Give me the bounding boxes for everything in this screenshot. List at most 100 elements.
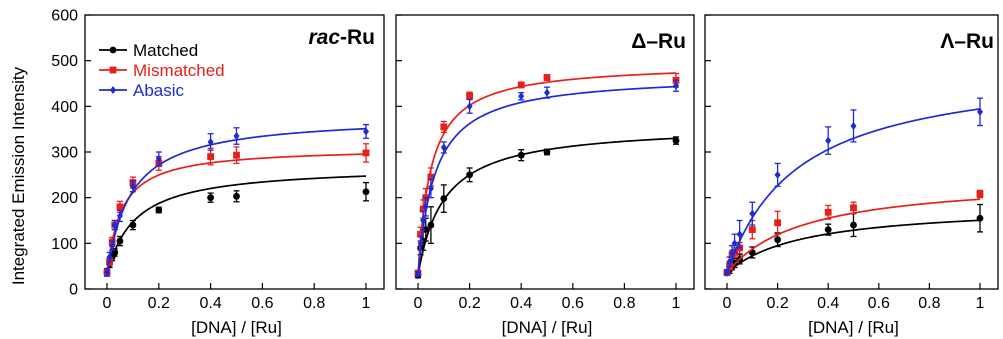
data-point [427, 184, 434, 193]
data-point [977, 107, 983, 116]
chart-panel-3: 0 0.2 0.4 0.6 0.8 1 [DNA] / [Ru] Λ–Ru [704, 14, 999, 337]
data-point [673, 81, 679, 90]
data-point [417, 239, 424, 248]
series-matched [723, 203, 984, 277]
data-point [233, 132, 240, 141]
legend-item-mismatched: Mismatched [99, 61, 225, 80]
data-point [419, 205, 427, 213]
data-point [104, 268, 110, 277]
fit-line [417, 72, 677, 276]
data-point [517, 151, 525, 159]
legend-label: Abasic [133, 81, 185, 100]
data-point [825, 136, 832, 145]
data-point [155, 154, 162, 163]
data-point [116, 211, 123, 220]
data-point [850, 121, 857, 130]
data-point [466, 171, 473, 179]
data-point [774, 170, 781, 179]
data-point [233, 151, 240, 159]
legend-item-abasic: Abasic [99, 81, 185, 100]
data-point [109, 66, 117, 74]
plot-frame [704, 14, 999, 290]
data-point [417, 230, 424, 238]
data-point [109, 46, 117, 54]
x-tick-label: 0 [103, 295, 112, 312]
x-axis-title: [DNA] / [Ru] [808, 318, 899, 337]
data-point [427, 221, 435, 229]
data-point [106, 253, 113, 262]
data-point [517, 81, 525, 89]
data-point [466, 102, 473, 111]
fit-line [106, 175, 367, 276]
x-tick-label: 0.6 [251, 295, 273, 312]
data-point [824, 226, 832, 234]
x-tick-label: 1 [976, 295, 985, 312]
y-tick-label: 0 [69, 282, 78, 299]
data-point [724, 268, 730, 277]
data-point [543, 148, 551, 156]
panel-title: Δ–Ru [631, 30, 686, 53]
data-point [440, 195, 448, 202]
x-tick-label: 1 [672, 295, 681, 312]
fit-line [106, 153, 367, 276]
x-tick-label: 0 [414, 295, 423, 312]
data-point [544, 88, 550, 97]
data-point [850, 204, 857, 212]
x-tick-label: 0.2 [148, 295, 170, 312]
data-point [362, 149, 370, 157]
panel-title: Λ–Ru [940, 30, 994, 53]
x-axis-title: [DNA] / [Ru] [191, 318, 282, 337]
data-point [518, 92, 525, 101]
data-point [109, 241, 116, 250]
legend-label: Mismatched [133, 61, 225, 80]
data-point [207, 153, 214, 160]
data-point [129, 182, 136, 191]
data-point [672, 137, 680, 144]
series-matched [103, 175, 370, 277]
series-mismatched [103, 143, 370, 277]
data-point [363, 127, 369, 136]
data-point [976, 190, 984, 198]
x-tick-label: 0.8 [918, 295, 940, 312]
data-point [824, 208, 832, 216]
legend-item-matched: Matched [99, 41, 198, 60]
fit-line [417, 137, 677, 276]
x-tick-label: 0.4 [199, 295, 221, 312]
series-matched [414, 136, 680, 279]
series-abasic [104, 123, 369, 277]
data-point [774, 219, 781, 227]
x-tick-label: 0.2 [458, 295, 480, 312]
data-point [774, 236, 781, 244]
data-point [466, 92, 473, 100]
data-point [850, 221, 857, 229]
panel-title: rac-Ru [308, 26, 375, 49]
chart-panel-2: 0 0.2 0.4 0.6 0.8 1 [DNA] / [Ru] Δ–Ru [395, 14, 695, 337]
data-point [440, 143, 447, 152]
data-point [362, 188, 370, 196]
data-point [415, 269, 421, 278]
x-tick-label: 0 [723, 295, 732, 312]
data-point [207, 194, 215, 202]
data-point [440, 123, 448, 131]
chart-panel-1: 0 100 200 300 400 500 600 0 0.2 0.4 0.6 0.8 1 [DNA] /… [51, 8, 385, 337]
y-tick-label: 600 [51, 8, 78, 25]
data-point [543, 74, 551, 81]
x-axis-title: [DNA] / [Ru] [502, 318, 593, 337]
x-tick-label: 0.6 [868, 295, 890, 312]
data-point [731, 239, 738, 248]
data-point [749, 209, 756, 218]
x-tick-label: 0.2 [766, 295, 788, 312]
data-point [748, 226, 756, 234]
x-tick-label: 1 [362, 295, 371, 312]
series-abasic [724, 97, 983, 277]
x-tick-label: 0.6 [562, 295, 584, 312]
y-tick-label: 400 [51, 99, 78, 116]
data-point [422, 202, 429, 211]
series-abasic [415, 79, 679, 278]
y-tick-label: 100 [51, 236, 78, 253]
series-mismatched [414, 72, 680, 277]
y-axis-title: Integrated Emission Intensity [9, 66, 28, 285]
y-tick-label: 500 [51, 53, 78, 70]
data-point [111, 221, 118, 230]
